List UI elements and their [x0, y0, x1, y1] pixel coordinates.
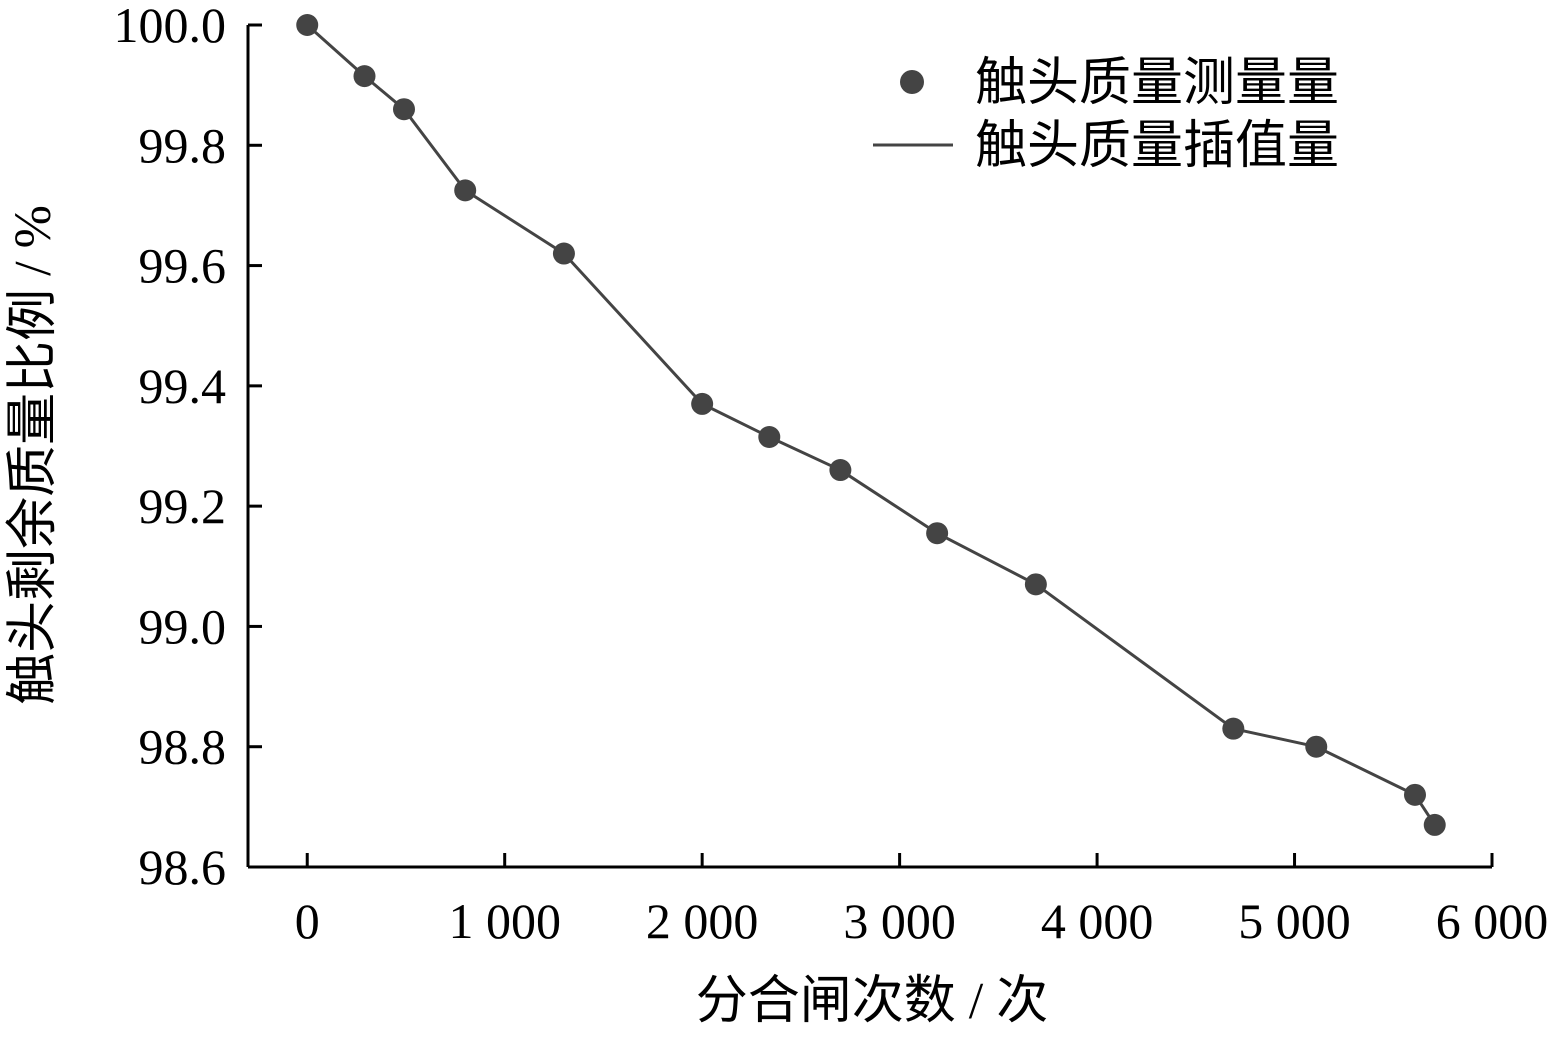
x-tick-label: 5 000 — [1238, 893, 1351, 949]
x-ticks: 0 1 000 2 000 3 000 4 000 5 000 6 000 — [295, 853, 1549, 949]
measured-data-point — [691, 392, 714, 415]
y-tick-label: 98.8 — [139, 719, 227, 775]
measured-data-point — [296, 14, 319, 36]
measured-data-point — [392, 98, 415, 121]
y-axis-title: 触头剩余质量比例 / % — [5, 205, 62, 705]
measured-data-point — [1024, 573, 1047, 596]
y-tick-label: 100.0 — [114, 0, 227, 53]
y-tick-label: 99.4 — [139, 358, 227, 414]
x-tick-label: 3 000 — [843, 893, 956, 949]
measured-data-point — [1403, 783, 1426, 806]
x-tick-label: 0 — [295, 893, 320, 949]
legend-label-interpolated: 触头质量插值量 — [975, 118, 1339, 175]
y-ticks: 98.6 98.8 99.0 99.2 99.4 99.6 99.8 100.0 — [114, 0, 262, 895]
y-tick-label: 99.2 — [139, 478, 227, 534]
legend-label-measured: 触头质量测量量 — [975, 55, 1339, 112]
measured-data-point — [1423, 813, 1446, 836]
measured-data-point — [353, 65, 376, 88]
interpolated-series-line — [306, 23, 1436, 826]
y-tick-label: 99.6 — [139, 238, 227, 294]
line-layer — [306, 23, 1436, 826]
point-layer — [296, 14, 1446, 836]
y-tick-label: 98.6 — [139, 839, 227, 895]
x-tick-label: 1 000 — [448, 893, 561, 949]
measured-data-point — [1305, 735, 1328, 758]
axes — [246, 25, 1492, 869]
x-tick-label: 6 000 — [1436, 893, 1549, 949]
measured-data-point — [552, 242, 575, 265]
y-tick-label: 99.8 — [139, 117, 227, 173]
x-tick-label: 4 000 — [1041, 893, 1154, 949]
legend: 触头质量测量量 触头质量插值量 — [873, 55, 1339, 175]
y-tick-label: 99.0 — [139, 598, 227, 654]
measured-data-point — [829, 459, 852, 482]
legend-marker-measured — [900, 70, 924, 94]
measured-data-point — [454, 179, 477, 202]
measured-data-point — [926, 522, 949, 545]
x-axis-title: 分合闸次数 / 次 — [696, 973, 1048, 1030]
measured-data-point — [758, 425, 781, 448]
measured-data-point — [1222, 717, 1245, 740]
x-tick-label: 2 000 — [646, 893, 759, 949]
